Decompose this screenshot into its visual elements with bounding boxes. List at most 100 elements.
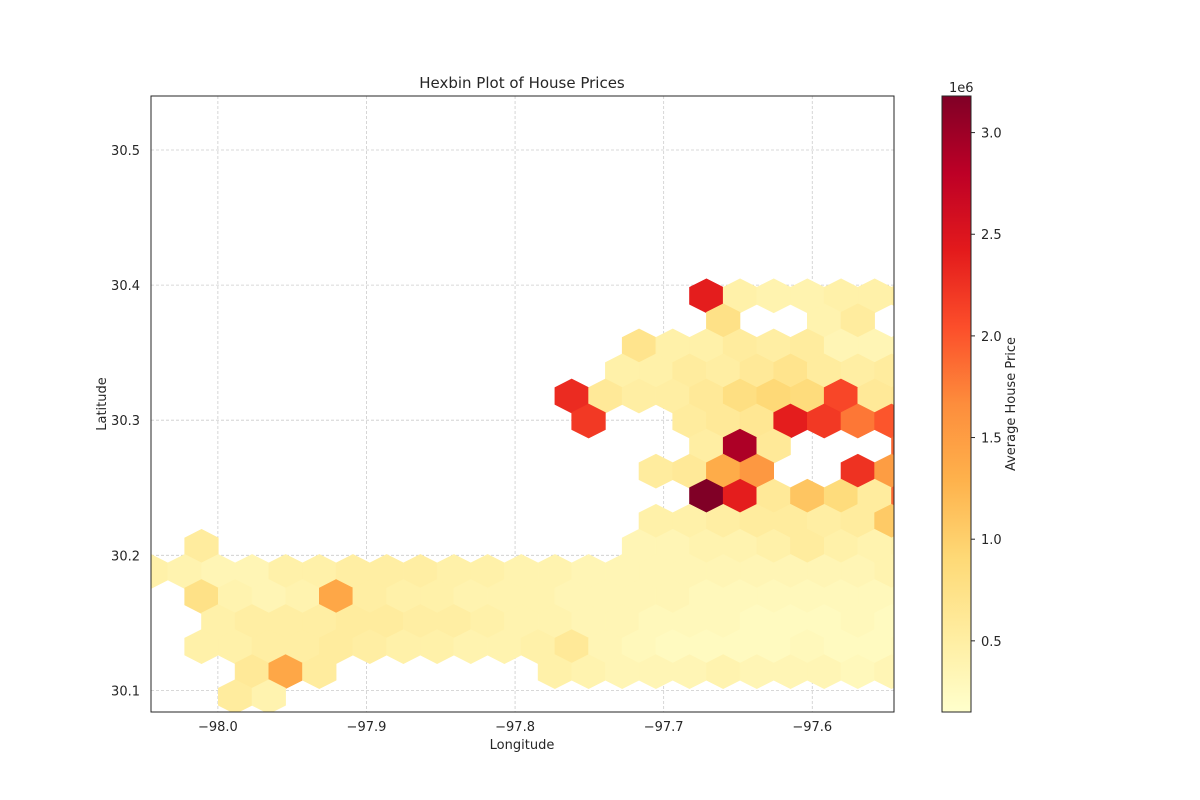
hex-cell (1194, 580, 1200, 614)
hex-cell (1026, 529, 1060, 563)
x-tick-label: −97.9 (347, 720, 387, 735)
hex-cell (1093, 580, 1127, 614)
hex-cell (976, 605, 1010, 639)
hex-cell (1026, 630, 1060, 664)
y-tick-label: 30.3 (111, 414, 140, 429)
hex-cell (1144, 154, 1178, 188)
hex-cell (1127, 580, 1161, 614)
hex-cell (1194, 630, 1200, 664)
hex-cell (1194, 429, 1200, 463)
hex-cell (1194, 279, 1200, 313)
hex-cell (874, 654, 894, 690)
hex-cell (1060, 529, 1094, 563)
colorbar-label: Average House Price (1004, 337, 1019, 471)
hex-cell (891, 536, 894, 557)
hex-cell (1161, 329, 1195, 363)
hex-cell (1127, 329, 1161, 363)
hex-cell (891, 586, 894, 607)
colorbar: 1e6 0.5 1.0 1.5 2.0 2.5 3.0 Average House Pri… (941, 81, 1019, 713)
colorbar-multiplier: 1e6 (949, 81, 974, 96)
y-tick-label: 30.2 (111, 549, 140, 564)
hex-cell (1060, 630, 1094, 664)
hex-cell (908, 504, 942, 538)
hex-cell (1043, 154, 1077, 188)
hex-cell (1194, 529, 1200, 563)
hex-cell (1060, 229, 1094, 263)
hex-cell (1009, 605, 1043, 639)
hex-cell (1110, 404, 1144, 438)
hex-cell (1110, 204, 1144, 238)
plot-frame (150, 95, 895, 713)
colorbar-tick-label: 2.5 (981, 228, 1002, 243)
hex-cell (1161, 429, 1195, 463)
hex-cell (1077, 504, 1111, 538)
hex-cell (891, 435, 894, 457)
hex-cell (1077, 254, 1111, 288)
colorbar-ticks: 0.5 1.0 1.5 2.0 2.5 3.0 (971, 127, 1002, 650)
hex-cell (1009, 504, 1043, 538)
hex-cell (891, 385, 894, 407)
hex-cell (891, 335, 894, 357)
hex-cell (1026, 429, 1060, 463)
hex-cell (1127, 379, 1161, 413)
hex-cell (571, 403, 606, 439)
hex-cell (1161, 229, 1195, 263)
hex-cell (976, 254, 1010, 288)
hex-cell (1178, 504, 1200, 538)
hex-cell (302, 654, 337, 690)
hex-cell (992, 580, 1026, 614)
hex-cell (1110, 605, 1144, 639)
hex-cell (1077, 354, 1111, 388)
colorbar-tick-label: 1.0 (981, 533, 1002, 548)
hex-cell (1161, 179, 1195, 213)
hex-cell (1093, 229, 1127, 263)
hex-cell (1161, 379, 1195, 413)
hex-cell (1060, 279, 1094, 313)
hex-cell (1144, 404, 1178, 438)
hex-cell (1161, 529, 1195, 563)
colorbar-tick-label: 0.5 (981, 635, 1002, 650)
hex-cell (1127, 630, 1161, 664)
chart-title: Hexbin Plot of House Prices (419, 74, 625, 92)
y-tick-label: 30.1 (111, 684, 140, 699)
hex-cell (1110, 354, 1144, 388)
hex-cell (1144, 204, 1178, 238)
hex-cell (1144, 454, 1178, 488)
hex-cell (908, 605, 942, 639)
hex-cell (1077, 705, 1111, 739)
hex-cell (1178, 454, 1200, 488)
hex-cell (992, 479, 1026, 513)
hex-cell (992, 279, 1026, 313)
hex-cell (1161, 630, 1195, 664)
hex-cell (1077, 304, 1111, 338)
hex-cell (908, 354, 942, 388)
hex-cell (908, 404, 942, 438)
hex-cell (1093, 279, 1127, 313)
hex-cell (1194, 229, 1200, 263)
hex-cell (1026, 479, 1060, 513)
hex-cell (1043, 304, 1077, 338)
hex-cell (1043, 254, 1077, 288)
hex-cell (1127, 279, 1161, 313)
hex-cell (1043, 554, 1077, 588)
hex-cell (1110, 454, 1144, 488)
hexbin-cells (151, 128, 1200, 739)
hex-cell (1144, 354, 1178, 388)
hex-cell (1060, 379, 1094, 413)
hex-cell (1178, 605, 1200, 639)
hex-cell (1110, 504, 1144, 538)
hex-cell (1110, 304, 1144, 338)
hex-cell (1043, 504, 1077, 538)
colorbar-tick-label: 2.0 (981, 330, 1002, 345)
hex-cell (1127, 429, 1161, 463)
hex-cell (1194, 329, 1200, 363)
x-axis-ticks: −98.0 −97.9 −97.8 −97.7 −97.6 (198, 720, 832, 735)
x-tick-label: −98.0 (198, 720, 238, 735)
hex-cell (1077, 404, 1111, 438)
hex-cell (1178, 354, 1200, 388)
hex-cell (1161, 128, 1195, 162)
hex-cell (1161, 279, 1195, 313)
hex-cell (1077, 454, 1111, 488)
hex-cell (1026, 379, 1060, 413)
